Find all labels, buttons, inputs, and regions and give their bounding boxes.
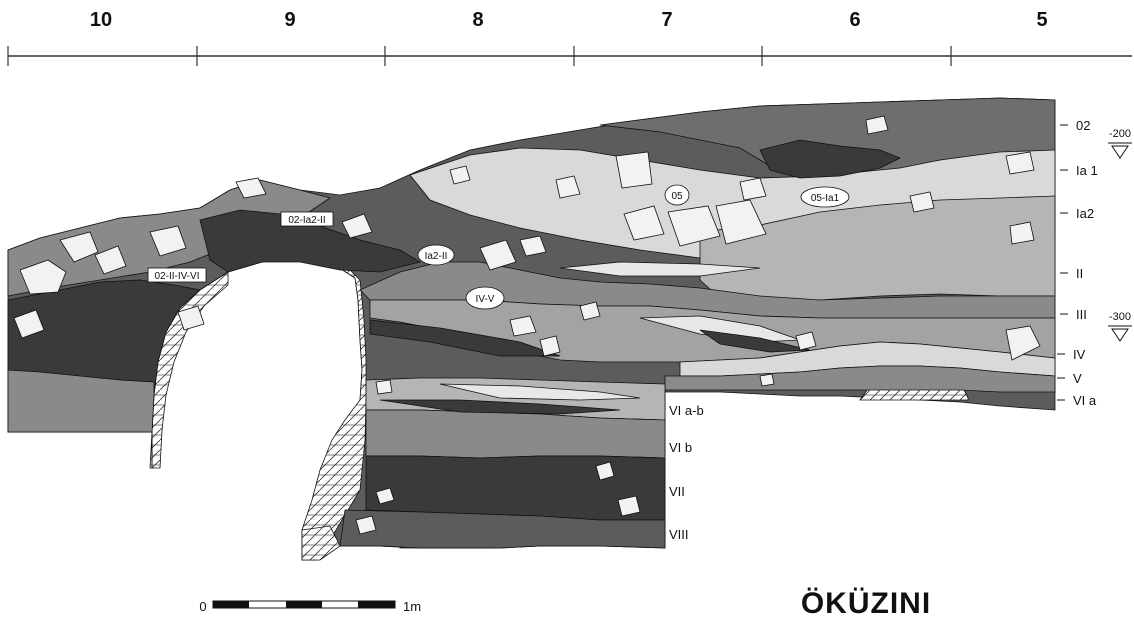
grid-col-9: 9 (284, 9, 295, 31)
grid-col-5: 5 (1036, 9, 1047, 31)
lens-light-1 (559, 261, 761, 277)
layer-label-VIII: VIII (669, 527, 689, 542)
scale-start-label: 0 (199, 599, 206, 614)
layer-label-VIa: VI a (1073, 393, 1097, 408)
sample-tag-2-label: 02-Ia2-II (288, 215, 325, 226)
layer-VII (365, 455, 666, 521)
grid-col-8: 8 (472, 9, 483, 31)
layer-labels-center: VI a-b VI b VII VIII (669, 403, 704, 542)
layer-VIII (339, 509, 666, 549)
site-title: ÖKÜZINI (801, 587, 931, 617)
scale-bar: 0 1m (199, 599, 421, 614)
lens-dark-1 (369, 319, 561, 357)
layer-label-V: V (1073, 371, 1082, 386)
layer-label-VIb: VI b (669, 440, 692, 455)
layer-label-II: II (1076, 266, 1083, 281)
layer-labels-right: 02 Ia 1 Ia2 II III IV V VI a (1057, 118, 1098, 408)
layer-label-VII: VII (669, 484, 685, 499)
depth-marker-300: -300 (1108, 311, 1132, 342)
dark-pocket (759, 139, 901, 179)
stone-inclusions (13, 115, 1041, 535)
layer-label-III: III (1076, 307, 1087, 322)
layer-label-VIab: VI a-b (669, 403, 704, 418)
scale-end-label: 1m (403, 599, 421, 614)
depth-marker-200: -200 (1108, 128, 1132, 159)
sample-tag-2: 02-Ia2-II (280, 211, 334, 227)
layer-label-IV: IV (1073, 347, 1086, 362)
lens-dark-3 (699, 329, 811, 353)
grid-col-7: 7 (661, 9, 672, 31)
sample-oval-3-label: 05 (671, 191, 683, 202)
lens-dark-2 (379, 399, 621, 415)
depth-label-300: -300 (1109, 311, 1131, 323)
sample-tag-1-label: 02-II-IV-VI (154, 271, 199, 282)
layer-left-mid (7, 369, 155, 433)
sample-oval-1-label: Ia2-II (425, 251, 448, 262)
grid-axis: 10 9 8 7 6 5 (7, 9, 1132, 66)
sample-oval-4: 05-Ia1 (800, 186, 850, 208)
layer-label-Ia2: Ia2 (1076, 206, 1094, 221)
lens-light-3 (439, 383, 641, 401)
sample-oval-2: IV-V (465, 286, 505, 310)
depth-label-200: -200 (1109, 128, 1131, 140)
sample-oval-3: 05 (664, 184, 690, 206)
sample-oval-1: Ia2-II (417, 244, 455, 266)
grid-col-10: 10 (90, 9, 112, 31)
layer-label-02: 02 (1076, 118, 1090, 133)
grid-col-6: 6 (849, 9, 860, 31)
sample-oval-2-label: IV-V (476, 294, 495, 305)
bedrock-floor (301, 525, 341, 561)
sample-tag-1: 02-II-IV-VI (147, 267, 207, 283)
layer-02 (599, 97, 1056, 177)
layer-label-Ia1: Ia 1 (1076, 163, 1098, 178)
sample-oval-4-label: 05-Ia1 (811, 193, 840, 204)
